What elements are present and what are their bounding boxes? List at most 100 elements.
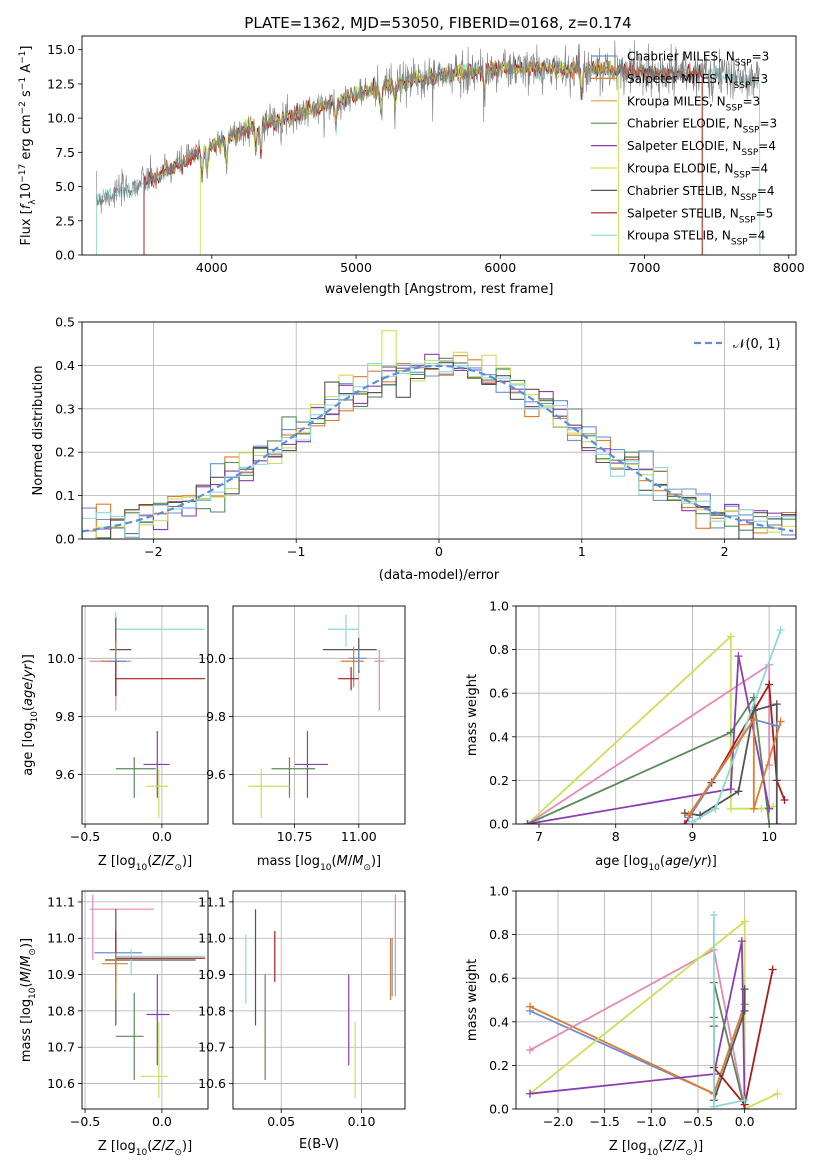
mass_weight_vs_Z-marker-chabrier_stelib — [740, 985, 749, 994]
mass_weight_vs_age-marker-salpeter_stelib — [765, 680, 774, 689]
spectrum-ytick-label: 0.0 — [55, 248, 75, 263]
mass_weight_vs_Z-ytick-label: 1.0 — [489, 884, 509, 899]
mass_weight_vs_Z-xtick-label: −1.0 — [636, 1114, 666, 1129]
mass_weight_vs_age-marker-kroupa_stelib — [688, 817, 697, 824]
age_vs_Z-xtick-label: −0.5 — [70, 829, 100, 844]
spectrum-ytick-label: 2.5 — [55, 213, 75, 228]
spectrum-model-kroupa_elodie — [199, 59, 620, 255]
spectrum-ytick-label: 5.0 — [55, 179, 75, 194]
mass_vs_EBV-ytick-label: 10.7 — [198, 1040, 226, 1055]
mass_weight_vs_Z-marker-pink — [526, 1046, 534, 1055]
mass_weight_vs_age-line-salpeter_elodie — [527, 655, 771, 824]
spectrum-ylabel: Flux [fλ10−17 erg cm−2 s−1 A−1] — [18, 46, 38, 246]
mass_weight_vs_Z-frame — [515, 890, 797, 1110]
mass_weight_vs_age-ytick-label: 0.6 — [489, 686, 509, 701]
residuals-xtick-label: 0 — [435, 544, 443, 559]
mass_vs_EBV-xtick-label: 0.10 — [348, 1114, 376, 1129]
residuals-ytick-label: 0.0 — [55, 532, 75, 547]
mass_weight_vs_Z-xtick-label: 0.0 — [735, 1114, 755, 1129]
age_vs_Z-xlabel: Z [log10(Z/Z⊙)] — [98, 854, 192, 873]
mass_weight_vs_age-ylabel: mass weight — [465, 674, 480, 756]
mass_weight_vs_Z-panel: −2.0 −1.5 −1.0 −0.5 0.0 0.0 0.2 0.4 0.6 0.8 1.0 Z [… — [465, 884, 797, 1158]
residuals-ylabel: Normed distribution — [31, 366, 46, 496]
mass_weight_vs_Z-marker-salpeter_stelib — [768, 965, 777, 974]
mass_weight_vs_Z-xtick-label: −1.5 — [589, 1114, 619, 1129]
spectrum-frame — [81, 35, 797, 256]
age_vs_mass-ytick-label: 9.8 — [206, 709, 226, 724]
mass_weight_vs_age-marker-salpeter_miles — [749, 715, 758, 724]
mass_weight_vs_age-ytick-label: 0.4 — [489, 729, 509, 744]
mass_weight_vs_age-marker-chabrier_stelib — [734, 787, 743, 796]
spectrum-xlabel: wavelength [Angstrom, rest frame] — [325, 282, 554, 297]
mass_vs_EBV-xlabel: E(B-V) — [299, 1137, 339, 1152]
spectrum-xtick-label: 8000 — [773, 260, 805, 275]
age_vs_mass-ytick-label: 9.6 — [206, 767, 226, 782]
age_vs_mass-xtick-label: 10.75 — [277, 829, 313, 844]
mass_weight_vs_Z-marker-kroupa_elodie — [740, 917, 749, 926]
mass_vs_EBV-frame — [232, 890, 406, 1110]
mass_weight_vs_age-line-salpeter_miles — [687, 716, 782, 816]
mass_vs_Z-frame — [81, 890, 209, 1110]
mass_weight_vs_Z-xtick-label: −2.0 — [543, 1114, 573, 1129]
mass_weight_vs_age-marker-salpeter_miles — [776, 717, 785, 726]
spectrum-legend: Chabrier MILES, NSSP=3 Salpeter MILES, NS… — [591, 50, 777, 248]
residuals-xlabel: (data-model)/error — [379, 568, 500, 583]
spectrum-xtick-label: 5000 — [340, 260, 372, 275]
mass_weight_vs_age-xtick-label: 9 — [688, 829, 696, 844]
mass_weight_vs_age-marker-salpeter_elodie — [765, 804, 774, 813]
spectrum-model-kroupa_stelib — [95, 58, 761, 255]
mass_weight_vs_age-frame — [515, 605, 797, 825]
residuals-ytick-label: 0.4 — [55, 358, 75, 373]
mass_weight_vs_Z-marker-kroupa_elodie — [773, 1089, 782, 1098]
mass_weight_vs_age-marker-kroupa_elodie — [726, 632, 735, 641]
legend-label-kroupa_miles: Kroupa MILES, NSSP=3 — [627, 94, 760, 113]
residuals-ytick-label: 0.1 — [55, 488, 75, 503]
legend-label-salpeter_miles: Salpeter MILES, NSSP=3 — [627, 72, 768, 91]
legend-label-kroupa_stelib: Kroupa STELIB, NSSP=4 — [627, 229, 765, 248]
mass_weight_vs_age-ytick-label: 0.2 — [489, 773, 509, 788]
spectrum-xtick-label: 6000 — [484, 260, 516, 275]
age_vs_mass-ytick-label: 10.0 — [198, 651, 226, 666]
mass_weight_vs_Z-series — [526, 910, 782, 1109]
mass_vs_Z-ylabel: mass [log10(M/M⊙)] — [19, 938, 38, 1062]
mass_vs_Z-xtick-label: −0.5 — [70, 1114, 100, 1129]
residuals-frame — [81, 321, 797, 540]
mass_weight_vs_Z-ytick-label: 0.4 — [489, 1014, 509, 1029]
mass_weight_vs_Z-ytick-label: 0.8 — [489, 927, 509, 942]
mass_vs_EBV-ytick-label: 10.6 — [198, 1076, 226, 1091]
mass_weight_vs_Z-marker-salpeter_miles — [526, 1002, 534, 1011]
mass_weight_vs_age-marker-salpeter_elodie — [523, 820, 532, 824]
mass_vs_EBV-ytick-label: 10.9 — [198, 967, 226, 982]
mass_weight_vs_Z-marker-chabrier_stelib — [740, 1006, 749, 1015]
mass_weight_vs_Z-ytick-label: 0.0 — [489, 1102, 509, 1117]
legend-label-salpeter_elodie: Salpeter ELODIE, NSSP=4 — [627, 139, 776, 158]
mass_weight_vs_age-marker-chabrier_stelib — [772, 700, 781, 709]
mass_weight_vs_age-marker-kroupa_stelib — [711, 804, 720, 813]
age_vs_Z-ylabel: age [log10(age/yr)] — [21, 654, 40, 776]
spectrum-ytick-label: 15.0 — [47, 42, 75, 57]
age_vs_Z-frame — [81, 605, 209, 825]
mass_weight_vs_age-marker-salpeter_elodie — [726, 785, 735, 794]
mass_vs_Z-ytick-label: 10.8 — [47, 1003, 75, 1018]
age_vs_Z-ytick-label: 9.6 — [55, 767, 75, 782]
mass_vs_EBV-points — [245, 894, 396, 1099]
mass_weight_vs_Z-line-salpeter_elodie — [529, 940, 746, 1109]
spectrum-data-line — [96, 40, 761, 214]
mass_weight_vs_age-xlabel: age [log10(age/yr)] — [595, 854, 717, 873]
residuals-hist-kroupa_stelib — [82, 362, 796, 539]
age_vs_mass-panel: 10.75 11.00 9.6 9.8 10.0 mass [log10(M/M⊙)] — [198, 605, 406, 873]
mass_weight_vs_age-ytick-label: 0.8 — [489, 642, 509, 657]
mass_weight_vs_Z-marker-salpeter_elodie — [526, 1089, 534, 1098]
mass_weight_vs_age-xtick-label: 8 — [612, 829, 620, 844]
mass_vs_EBV-xtick-label: 0.05 — [267, 1114, 295, 1129]
spectrum-ytick-label: 12.5 — [47, 76, 75, 91]
age_vs_mass-frame — [232, 605, 406, 825]
residuals-xtick-label: −1 — [287, 544, 305, 559]
mass_weight_vs_Z-line-kroupa_elodie — [529, 919, 778, 1109]
mass_weight_vs_age-marker-kroupa_stelib — [776, 625, 785, 634]
mass_vs_EBV-ytick-label: 11.1 — [198, 894, 226, 909]
mass_weight_vs_age-marker-salpeter_stelib — [780, 796, 789, 805]
residuals-xtick-label: −2 — [144, 544, 162, 559]
mass_vs_Z-xlabel: Z [log10(Z/Z⊙)] — [98, 1139, 192, 1158]
spectrum-ytick-label: 7.5 — [55, 145, 75, 160]
